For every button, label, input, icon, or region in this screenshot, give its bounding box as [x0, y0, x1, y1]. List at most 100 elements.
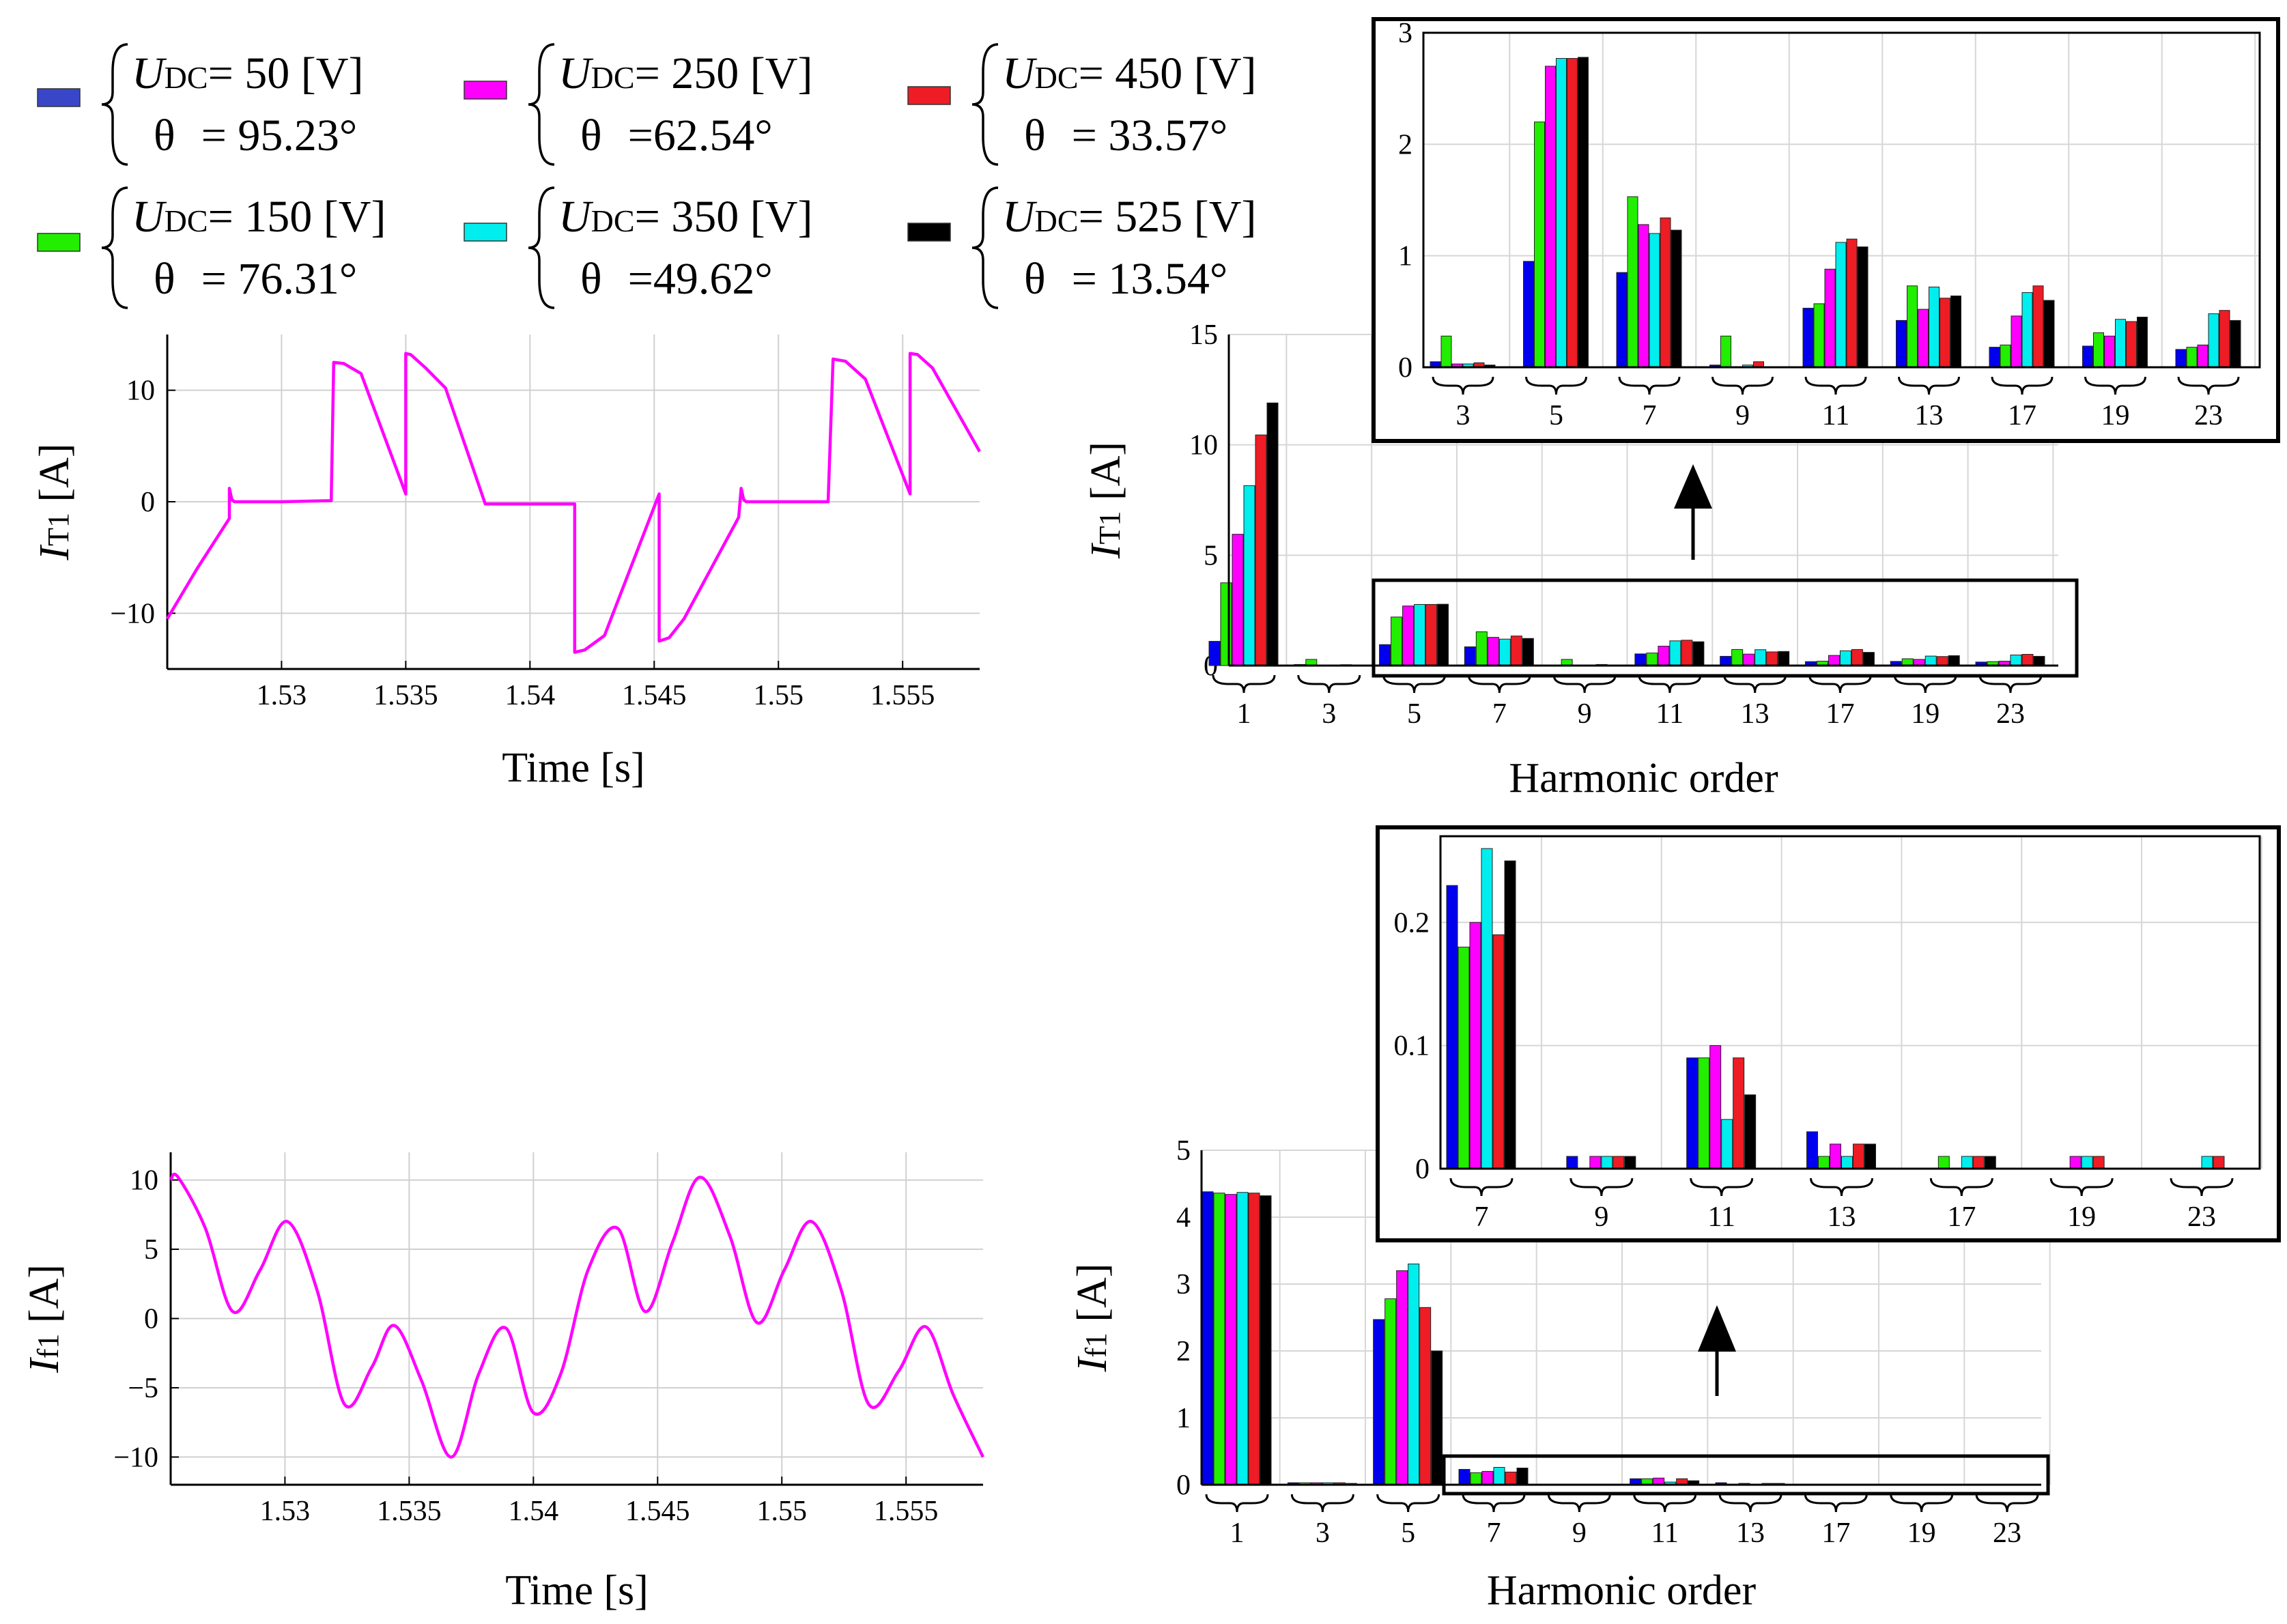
category-brace: [1547, 1494, 1611, 1513]
x-tick-label: 23: [2194, 400, 2223, 431]
legend-theta: θ =49.62°: [580, 254, 773, 304]
x-tick-label: 1.53: [257, 680, 307, 711]
bar: [1835, 242, 1847, 368]
legend-udc-symbol: U: [1002, 48, 1038, 98]
x-tick-label: 5: [1407, 698, 1421, 730]
bar: [1839, 650, 1851, 666]
y-axis-label: IT1 [A]: [1083, 442, 1129, 559]
bar: [2230, 319, 2241, 368]
legend-swatch: [907, 223, 951, 242]
y-tick-label: 0: [1415, 1154, 1430, 1185]
bar: [1408, 1264, 1420, 1485]
legend-brace: [971, 186, 999, 309]
category-brace: [1991, 376, 2054, 395]
bar: [1516, 1468, 1529, 1485]
legend-theta-value: = 13.54°: [1072, 254, 1228, 304]
bar: [1846, 238, 1858, 368]
bar: [2011, 315, 2022, 368]
bar: [1578, 57, 1589, 368]
category-brace: [1376, 1494, 1440, 1513]
y-axis-label-symbol: I: [21, 1356, 68, 1373]
legend-theta-value: = 95.23°: [201, 111, 358, 160]
y-axis-label-subscript: f1: [31, 1334, 65, 1359]
category-brace: [1525, 376, 1587, 395]
y-tick-label: 2: [1398, 129, 1412, 160]
x-tick-label: 7: [1643, 400, 1657, 431]
x-tick-label: 1.54: [505, 680, 556, 711]
y-tick-label: 0: [141, 487, 155, 518]
legend-swatch: [37, 88, 81, 107]
y-axis-label-unit: [A]: [1083, 442, 1129, 511]
bar: [1918, 309, 1929, 368]
x-tick-label: 1.53: [260, 1496, 311, 1527]
inset-frame-bottom: [1376, 825, 2281, 1496]
legend-theta-value: = 33.57°: [1072, 111, 1228, 160]
bar: [1391, 616, 1403, 666]
legend-udc-value: = 50 [V]: [208, 48, 364, 98]
bar: [1236, 1192, 1249, 1485]
bar: [2069, 1156, 2082, 1169]
plot-if1-spectrum-zoom: 0 0.1 0.2 7 9 11 13 17 19 23: [1394, 835, 2262, 1233]
bar: [2115, 319, 2126, 368]
bar: [1510, 636, 1522, 666]
series-line: [166, 352, 981, 654]
legend-udc-symbol: U: [132, 48, 167, 98]
bar: [1961, 1156, 1973, 1169]
bar: [1487, 637, 1499, 666]
legend-udc-subscript: DC: [165, 203, 208, 238]
bar: [1830, 1143, 1841, 1169]
x-tick-label: 11: [1656, 698, 1684, 730]
bar: [1638, 224, 1649, 368]
legend-theta-symbol: θ: [580, 111, 602, 160]
bar: [2092, 1156, 2105, 1169]
bar: [1220, 582, 1232, 666]
bar: [1225, 1194, 1237, 1485]
bar: [2137, 317, 2148, 368]
bar: [1624, 1156, 1636, 1169]
bar: [1255, 434, 1267, 666]
legend-udc-subscript: DC: [591, 60, 635, 95]
bar: [2082, 345, 2093, 368]
x-tick-label: 11: [1707, 1201, 1735, 1233]
bar: [1213, 1193, 1225, 1485]
y-tick-label: 5: [144, 1234, 158, 1266]
bar: [1744, 1094, 1757, 1169]
bar: [1431, 1350, 1443, 1485]
bar: [1901, 658, 1914, 666]
bar: [1896, 319, 1907, 368]
y-tick-label: 1: [1398, 241, 1412, 272]
x-axis-label: Harmonic order: [1509, 755, 1778, 801]
bar: [1929, 286, 1940, 368]
x-tick-label: 13: [1915, 400, 1944, 431]
bar: [1481, 848, 1493, 1169]
bar: [1481, 1470, 1494, 1485]
y-tick-label: 15: [1189, 319, 1218, 351]
legend-theta: θ = 33.57°: [1024, 111, 1227, 160]
y-tick-label: 0.2: [1394, 907, 1430, 939]
bar: [1857, 246, 1869, 368]
x-tick-label: 1: [1237, 698, 1251, 730]
y-tick-label: 2: [1176, 1336, 1191, 1367]
legend-brace: [971, 43, 999, 166]
bar: [2043, 300, 2055, 368]
category-brace: [2177, 376, 2240, 395]
bar: [1984, 1156, 1996, 1169]
bar: [1720, 335, 1731, 368]
bar: [1818, 1156, 1830, 1169]
category-brace: [1804, 376, 1867, 395]
y-axis-label-unit: [A]: [1069, 1264, 1116, 1333]
bar: [1686, 1057, 1699, 1169]
bar: [2213, 1156, 2225, 1169]
zoom-arrow-head: [1698, 1305, 1736, 1352]
x-tick-label: 23: [1996, 698, 2025, 730]
bar: [1813, 303, 1825, 368]
legend-theta: θ =62.54°: [580, 111, 773, 160]
category-brace: [1633, 1494, 1697, 1513]
x-tick-label: 9: [1735, 400, 1750, 431]
bar: [1534, 122, 1545, 368]
bar: [1202, 1191, 1214, 1485]
